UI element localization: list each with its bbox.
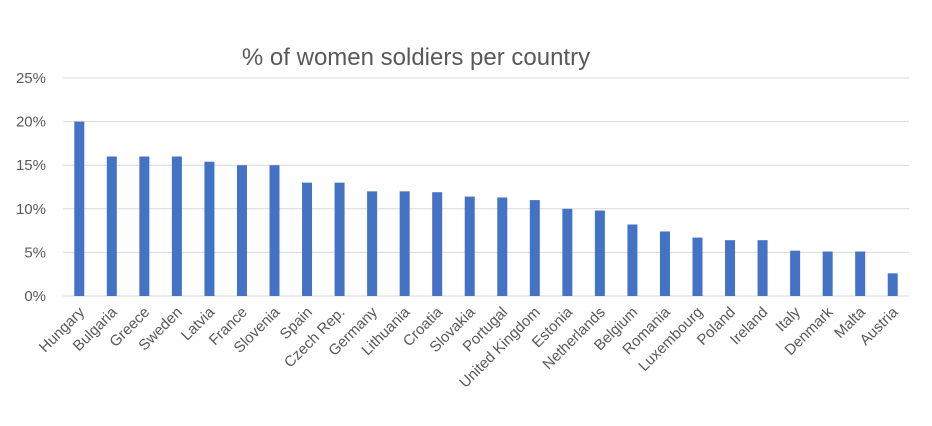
bar xyxy=(432,192,443,296)
x-tick-label: Ireland xyxy=(727,304,771,348)
bar xyxy=(367,191,378,296)
y-axis-ticks: 0% 5% 10% 15% 20% 25% xyxy=(16,70,46,305)
bar xyxy=(236,165,247,296)
bar xyxy=(659,231,670,296)
gridlines xyxy=(63,77,909,297)
bar xyxy=(139,156,150,296)
y-tick-label: 20% xyxy=(16,114,46,131)
bar xyxy=(757,240,768,296)
bar xyxy=(790,250,801,296)
bar xyxy=(269,165,280,296)
bar xyxy=(529,200,540,296)
bar xyxy=(302,182,313,296)
bar xyxy=(594,210,605,296)
bar xyxy=(171,156,182,296)
bar xyxy=(725,240,736,296)
y-tick-label: 5% xyxy=(24,244,46,261)
bar xyxy=(562,208,573,296)
bar xyxy=(692,237,703,296)
bar xyxy=(106,156,117,296)
x-axis-ticks: HungaryBulgariaGreeceSwedenLatviaFranceS… xyxy=(36,303,902,391)
bar xyxy=(627,224,638,296)
bars xyxy=(74,121,898,296)
y-tick-label: 0% xyxy=(24,288,46,305)
bar xyxy=(822,251,833,296)
y-tick-label: 15% xyxy=(16,157,46,174)
bar xyxy=(334,182,345,296)
y-tick-label: 25% xyxy=(16,70,46,87)
chart-title: % of women soldiers per country xyxy=(242,44,590,71)
bar xyxy=(399,191,410,296)
bar xyxy=(74,121,85,296)
y-tick-label: 10% xyxy=(16,201,46,218)
bar xyxy=(855,251,866,296)
bar xyxy=(497,197,508,296)
bar xyxy=(887,273,898,296)
bar xyxy=(204,161,215,296)
bar xyxy=(464,196,475,296)
